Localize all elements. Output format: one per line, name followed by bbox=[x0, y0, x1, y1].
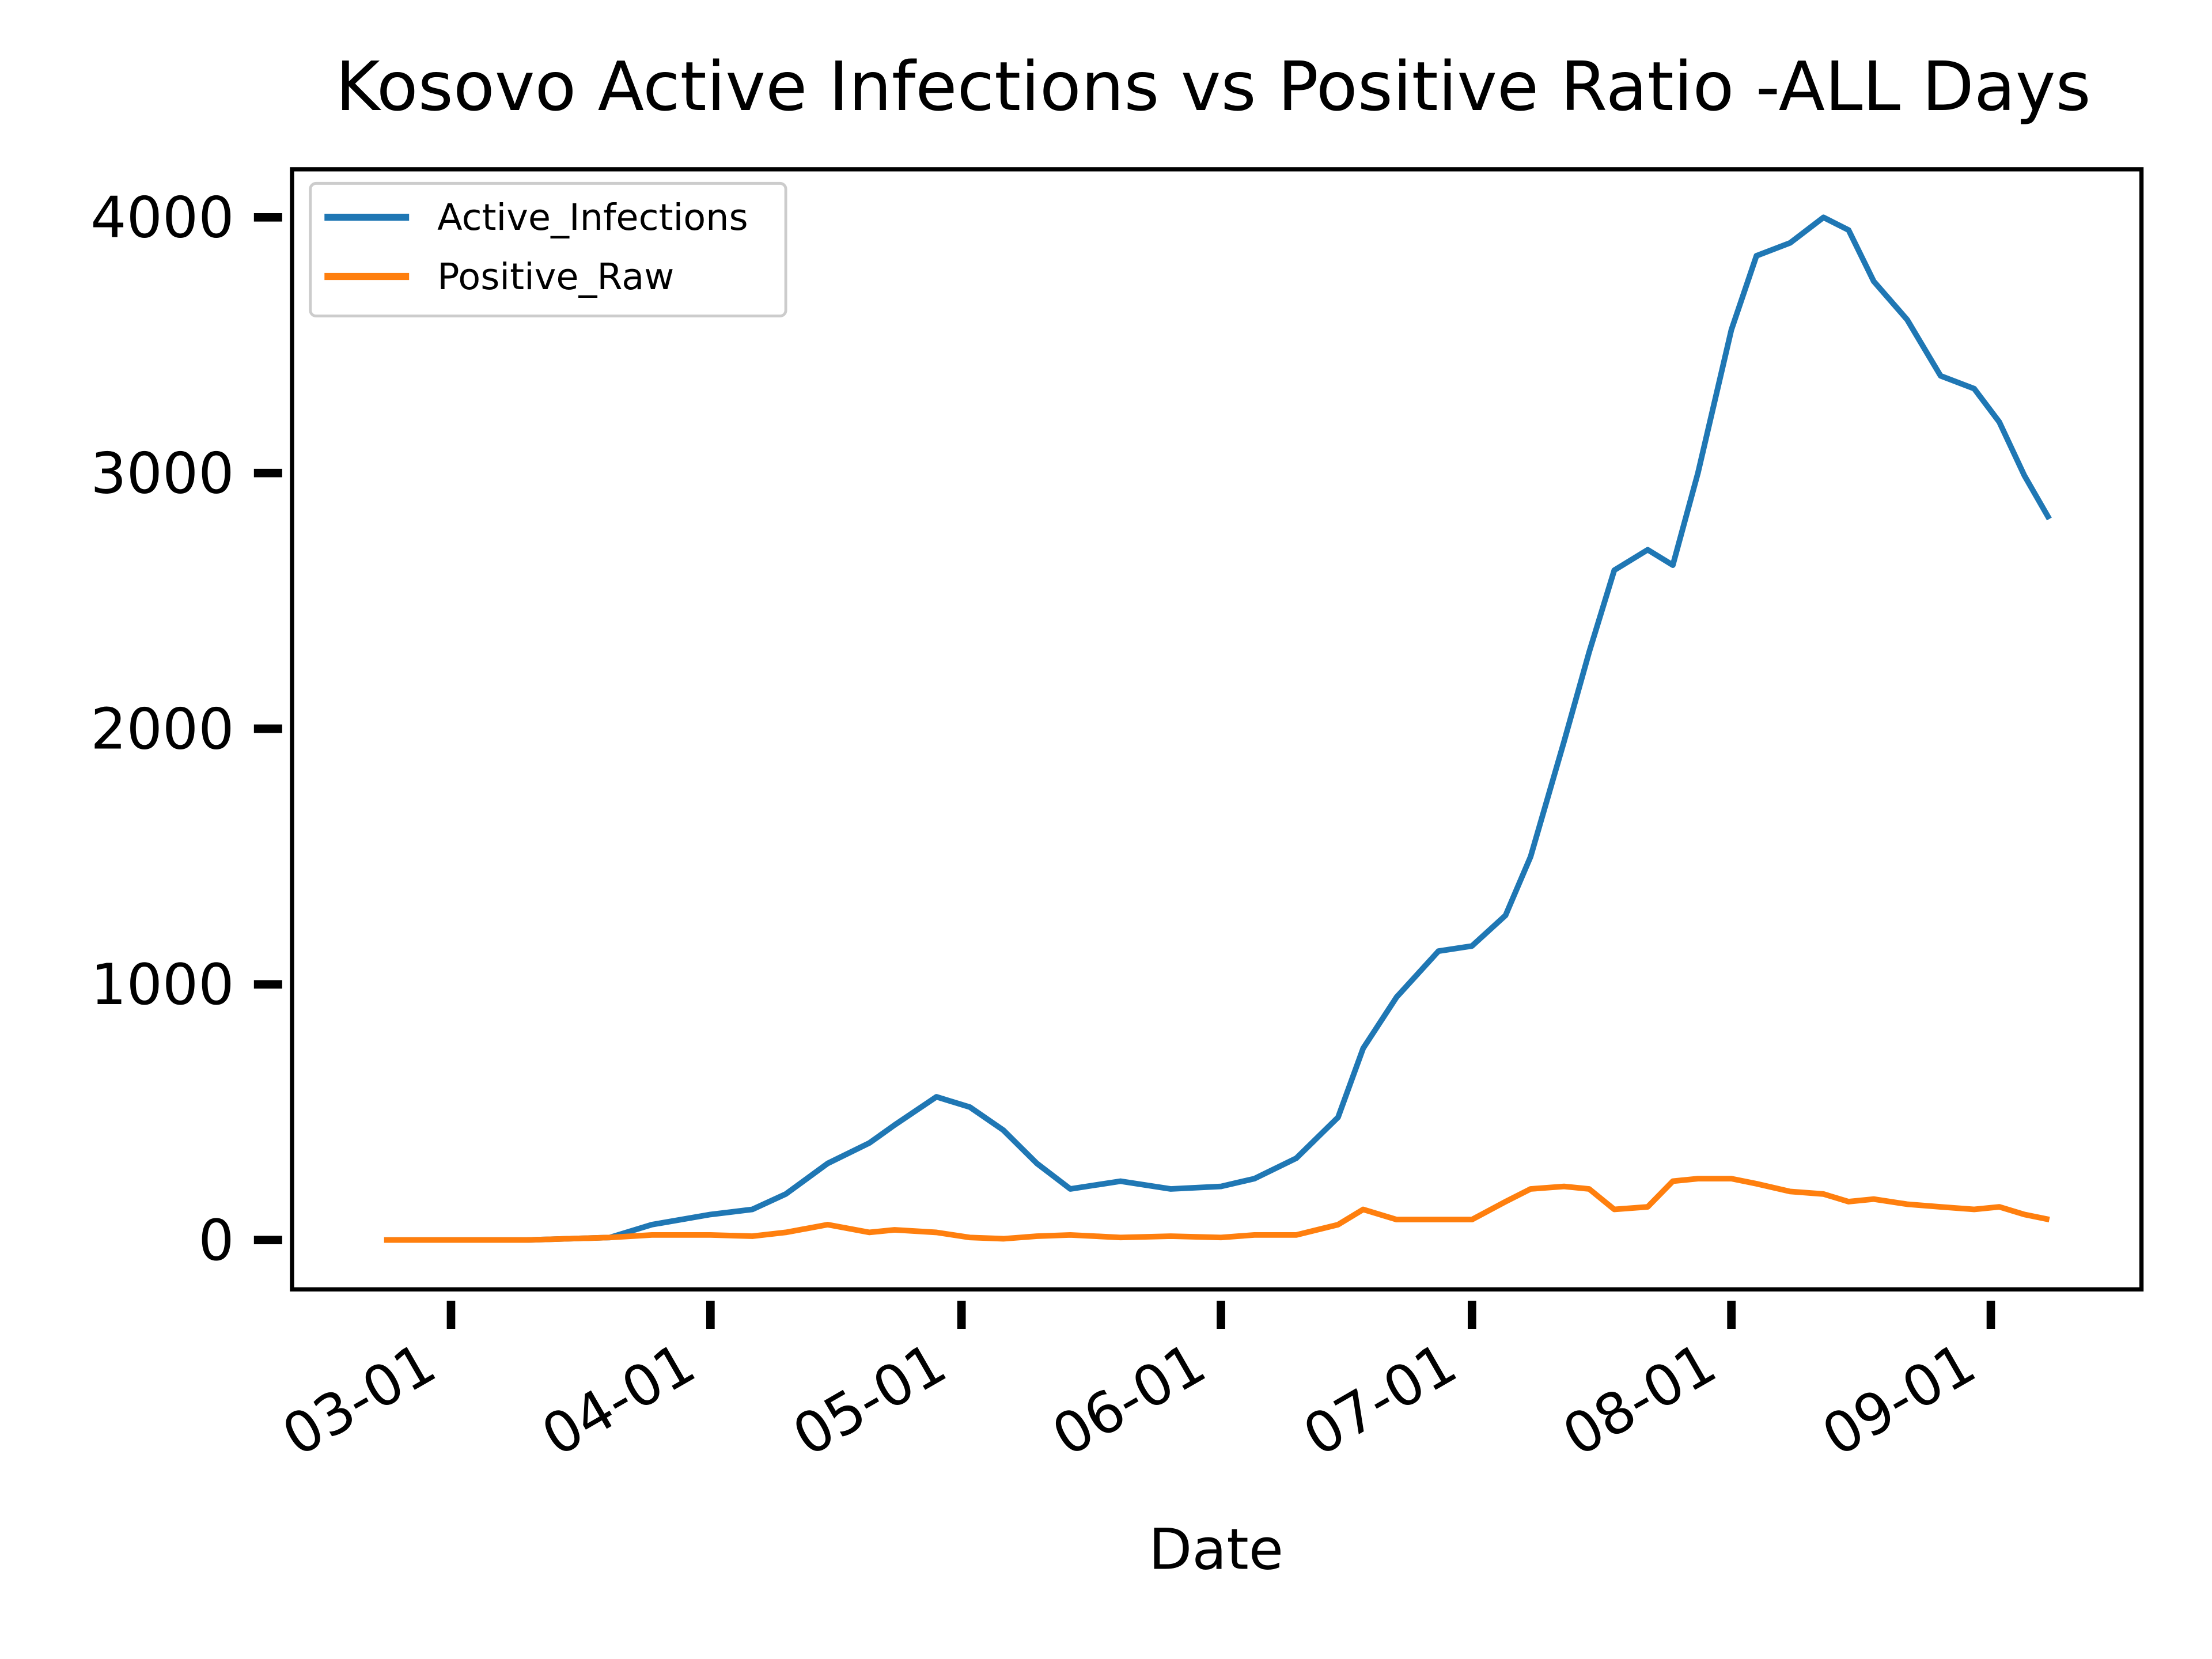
chart-title: Kosovo Active Infections vs Positive Rat… bbox=[336, 47, 2091, 126]
plot-frame bbox=[290, 167, 2144, 1292]
legend-box bbox=[309, 181, 787, 318]
x-tick-label: 09-01 bbox=[1812, 1331, 1986, 1469]
y-tick-label: 1000 bbox=[90, 952, 234, 1018]
x-tick-label: 03-01 bbox=[272, 1331, 446, 1469]
x-tick-label: 07-01 bbox=[1293, 1331, 1467, 1469]
legend-label: Active_Infections bbox=[437, 196, 748, 239]
data-line bbox=[384, 1176, 2050, 1243]
x-tick-label: 06-01 bbox=[1041, 1331, 1216, 1469]
x-axis-label: Date bbox=[1149, 1517, 1283, 1582]
y-tick-label: 4000 bbox=[90, 185, 234, 251]
x-tick-label: 05-01 bbox=[782, 1331, 957, 1469]
y-tick-label: 3000 bbox=[90, 441, 234, 506]
legend-label: Positive_Raw bbox=[437, 256, 674, 298]
data-line bbox=[384, 214, 2052, 1243]
y-tick-label: 0 bbox=[198, 1208, 234, 1274]
legend: Active_Infections Positive_Raw bbox=[309, 181, 787, 318]
x-tick-label: 04-01 bbox=[531, 1331, 706, 1469]
x-tick-label: 08-01 bbox=[1552, 1331, 1727, 1469]
y-tick-label: 2000 bbox=[90, 696, 234, 762]
